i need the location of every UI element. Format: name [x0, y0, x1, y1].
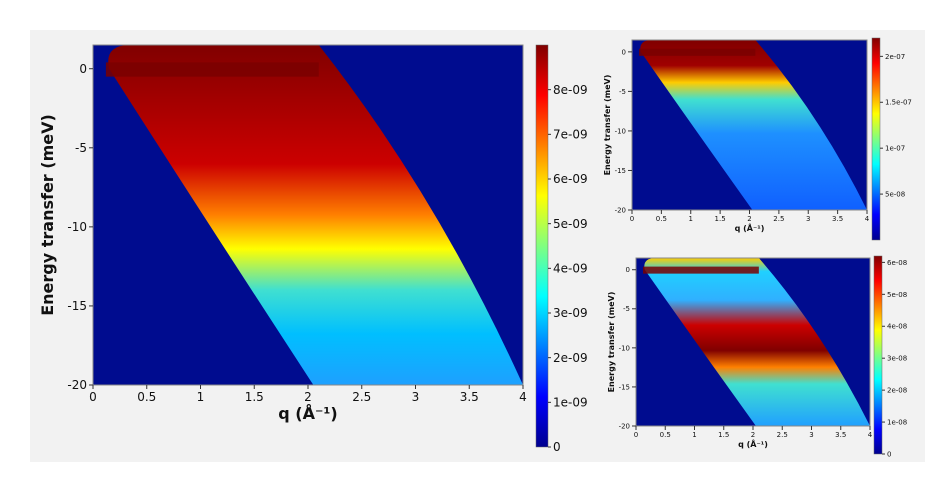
x-tick-label: 1	[197, 390, 205, 404]
x-tick-label: 0.5	[656, 215, 667, 223]
x-axis-label: q (Å⁻¹)	[735, 223, 765, 233]
elastic-line	[639, 48, 756, 56]
x-tick-label: 0.5	[660, 431, 671, 439]
x-tick-label: 4	[868, 431, 873, 439]
y-tick-label: -20	[615, 206, 626, 214]
x-tick-label: 4	[519, 390, 527, 404]
x-tick-label: 1.5	[715, 215, 726, 223]
x-axis-label: q (Å⁻¹)	[738, 439, 768, 449]
y-tick-label: -20	[619, 422, 630, 430]
x-tick-label: 2.5	[773, 215, 784, 223]
y-tick-label: -15	[67, 299, 87, 313]
x-tick-label: 2.5	[777, 431, 788, 439]
intensity-map	[644, 258, 870, 426]
x-axis-label: q (Å⁻¹)	[278, 404, 337, 423]
y-tick-label: -15	[619, 383, 630, 391]
elastic-line	[643, 266, 759, 274]
x-tick-label: 2.5	[352, 390, 371, 404]
colorbar-tick-label: 4e-09	[553, 262, 588, 276]
colorbar-tick-label: 1e-07	[885, 145, 905, 153]
y-tick-label: -5	[623, 305, 630, 313]
x-tick-label: 1	[692, 431, 696, 439]
colorbar-tick-label: 0	[553, 440, 561, 454]
x-tick-label: 3	[809, 431, 813, 439]
colorbar-tick-label: 3e-09	[553, 306, 588, 320]
x-tick-label: 2	[747, 215, 751, 223]
x-tick-label: 1.5	[245, 390, 264, 404]
colorbar-tick-label: 3e-08	[887, 355, 907, 363]
x-tick-label: 3.5	[832, 215, 843, 223]
y-tick-label: -20	[67, 378, 87, 392]
colorbar-tick-label: 5e-08	[887, 291, 907, 299]
colorbar-tick-label: 5e-08	[885, 191, 905, 199]
y-tick-label: -5	[75, 141, 87, 155]
colorbar-tick-label: 1e-09	[553, 396, 588, 410]
colorbar-tick-label: 0	[887, 450, 891, 458]
colorbar-tick-label: 2e-08	[887, 387, 907, 395]
intensity-map	[108, 45, 524, 385]
x-tick-label: 2	[304, 390, 312, 404]
x-tick-label: 0	[630, 215, 634, 223]
heatmap-panel-1: 0 0.5 1 1.5 2 2.5 3 3.5 4 0 -5 -10 -15 -20 q (Å⁻¹) Ener…	[38, 44, 588, 454]
colorbar-tick-label: 2e-07	[885, 53, 905, 61]
y-axis-label: Energy transfer (meV)	[38, 114, 57, 316]
intensity-map	[640, 40, 867, 210]
y-tick-label: 0	[79, 62, 87, 76]
colorbar-tick-label: 6e-09	[553, 172, 588, 186]
heatmap-panel-3: 0 0.5 1 1.5 2 2.5 3 3.5 4 0 -5 -10 -15 -20 q (Å⁻¹) Ener…	[607, 255, 907, 458]
elastic-line	[105, 62, 319, 77]
x-tick-label: 3.5	[835, 431, 846, 439]
x-tick-label: 2	[751, 431, 755, 439]
y-tick-label: -15	[615, 167, 626, 175]
colorbar	[871, 37, 881, 241]
x-tick-label: 3	[806, 215, 810, 223]
y-tick-label: -10	[67, 220, 87, 234]
colorbar-tick-label: 8e-09	[553, 83, 588, 97]
x-tick-label: 3.5	[460, 390, 479, 404]
x-tick-label: 0	[89, 390, 97, 404]
y-tick-label: 0	[626, 266, 630, 274]
colorbar-tick-label: 4e-08	[887, 323, 907, 331]
colorbar-tick-label: 2e-09	[553, 351, 588, 365]
x-tick-label: 1.5	[718, 431, 729, 439]
x-tick-label: 4	[865, 215, 870, 223]
colorbar	[535, 44, 549, 448]
x-tick-label: 3	[412, 390, 420, 404]
colorbar-tick-label: 1e-08	[887, 419, 907, 427]
heatmap-panel-2: 0 0.5 1 1.5 2 2.5 3 3.5 4 0 -5 -10 -15 -20 q (Å⁻¹) Ener…	[603, 37, 912, 241]
x-tick-label: 0	[634, 431, 638, 439]
colorbar-tick-label: 5e-09	[553, 217, 588, 231]
x-tick-label: 1	[689, 215, 693, 223]
x-tick-label: 0.5	[137, 390, 156, 404]
colorbar-tick-label: 1.5e-07	[885, 99, 912, 107]
y-tick-label: 0	[622, 48, 626, 56]
colorbar-tick-label: 6e-08	[887, 259, 907, 267]
y-tick-label: -10	[615, 127, 626, 135]
y-tick-label: -10	[619, 344, 630, 352]
y-tick-label: -5	[619, 88, 626, 96]
colorbar	[873, 255, 883, 455]
y-axis-label: Energy transfer (meV)	[607, 292, 616, 393]
colorbar-tick-label: 7e-09	[553, 128, 588, 142]
y-axis-label: Energy transfer (meV)	[603, 75, 612, 176]
